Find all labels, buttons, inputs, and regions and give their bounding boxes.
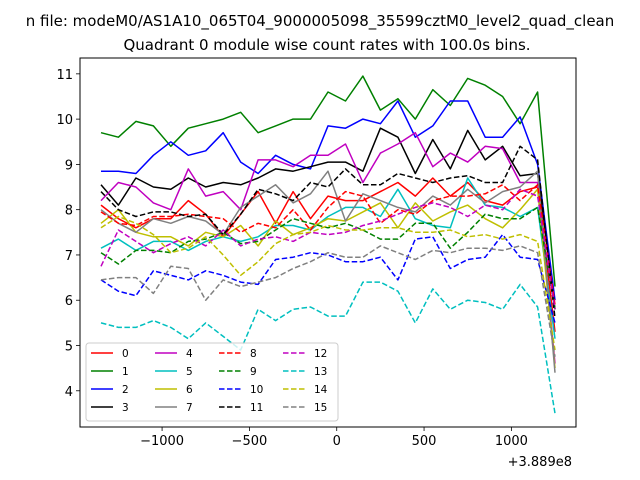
series-line-7 [100,170,556,373]
x-tick-label: 0 [333,434,341,449]
legend-label-13: 13 [314,366,327,378]
y-tick-label: 6 [65,294,73,309]
y-tick-label: 11 [56,68,73,83]
y-tick-label: 7 [65,249,73,264]
legend-label-1: 1 [122,366,129,378]
legend-label-9: 9 [250,366,257,378]
series-line-2 [101,100,556,301]
x-offset-label: +3.889e8 [508,455,572,470]
series-line-4 [100,131,556,364]
series-line-1 [100,75,556,287]
series-line-14 [100,215,556,351]
y-tick-label: 9 [65,158,73,173]
x-tick-label: −1000 [140,434,184,449]
x-tick-label: 1000 [495,434,528,449]
legend-label-3: 3 [122,402,129,414]
series-line-11 [100,145,556,319]
series-line-10 [100,233,556,324]
legend-label-6: 6 [186,384,193,396]
legend-label-11: 11 [250,402,263,414]
legend-label-12: 12 [314,348,327,360]
legend-label-8: 8 [250,348,257,360]
legend-label-14: 14 [314,384,328,396]
x-tick-label: −500 [232,434,268,449]
series-line-3 [100,127,556,310]
legend-label-5: 5 [186,366,193,378]
y-tick-label: 5 [65,340,73,355]
y-tick-label: 8 [65,204,73,219]
legend-label-4: 4 [186,348,193,360]
legend-frame [85,342,339,422]
series-line-5 [100,177,556,339]
chart-suptitle: n file: modeM0/AS1A10_065T04_9000005098_… [26,12,615,31]
legend-label-0: 0 [122,348,129,360]
legend-label-7: 7 [186,402,193,414]
series-line-15 [100,245,556,357]
series-line-6 [100,188,556,369]
legend-label-2: 2 [122,384,129,396]
series-line-8 [100,184,556,305]
y-tick-label: 4 [65,385,73,400]
x-tick-label: 500 [412,434,437,449]
legend-label-15: 15 [314,402,327,414]
chart-title: Quadrant 0 module wise count rates with … [123,36,530,54]
y-tick-label: 10 [56,113,73,128]
series-line-9 [100,206,556,310]
series-line-12 [100,188,556,310]
legend-label-10: 10 [250,384,263,396]
series-layer [100,75,556,414]
series-line-13 [100,281,556,414]
axes-frame [79,57,577,428]
